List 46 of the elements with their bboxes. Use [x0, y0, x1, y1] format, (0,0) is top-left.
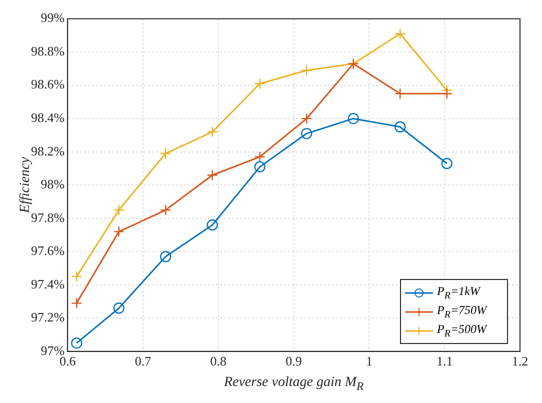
point — [441, 158, 452, 170]
y-tick-label: 98.6% — [30, 76, 65, 92]
x-tick-label: 0.9 — [286, 354, 302, 369]
legend-label: P$_{R}$=1kW — [437, 284, 480, 302]
y-tick-label: 97% — [40, 342, 65, 358]
legend-label: P$_{R}$=750W — [437, 303, 487, 321]
y-tick-label: 98.4% — [30, 110, 65, 125]
y-tick-label: 99% — [40, 10, 65, 26]
y-tick-label: 98.8% — [30, 43, 65, 58]
point — [394, 28, 406, 40]
point — [301, 112, 312, 124]
point — [348, 112, 359, 124]
x-tick-label: 1.2 — [512, 354, 528, 369]
point — [160, 204, 172, 216]
point — [113, 204, 124, 216]
point — [160, 251, 172, 262]
y-tick-label: 97.8% — [30, 210, 65, 225]
point — [160, 148, 172, 160]
legend-label: P$_{R}$=500W — [437, 322, 487, 340]
point — [71, 337, 82, 349]
y-tick-label: 98% — [40, 176, 65, 192]
x-tick-label: 0.7 — [134, 354, 152, 369]
point — [394, 121, 406, 132]
point — [254, 78, 266, 90]
point — [71, 298, 82, 309]
x-axis-title: Reverse voltage gain M$_{R}$ — [222, 375, 365, 393]
x-tick-label: 0.8 — [210, 354, 227, 369]
y-axis-title: Efficiency — [18, 157, 33, 214]
y-tick-label: 97.2% — [30, 310, 65, 325]
point — [71, 270, 82, 282]
y-tick-label: 97.4% — [30, 276, 65, 292]
point — [113, 302, 124, 314]
point — [254, 161, 266, 172]
point — [301, 128, 312, 140]
point — [206, 126, 218, 138]
x-tick-label: 1 — [366, 354, 372, 369]
point — [206, 219, 218, 231]
y-tick-label: 97.6% — [30, 243, 65, 258]
x-tick-label: 1.1 — [436, 354, 453, 369]
point — [254, 151, 266, 162]
point — [441, 88, 452, 100]
point — [301, 64, 312, 76]
point — [394, 88, 406, 100]
point — [113, 226, 124, 238]
y-tick-label: 98.2% — [30, 143, 65, 158]
point — [206, 170, 218, 181]
